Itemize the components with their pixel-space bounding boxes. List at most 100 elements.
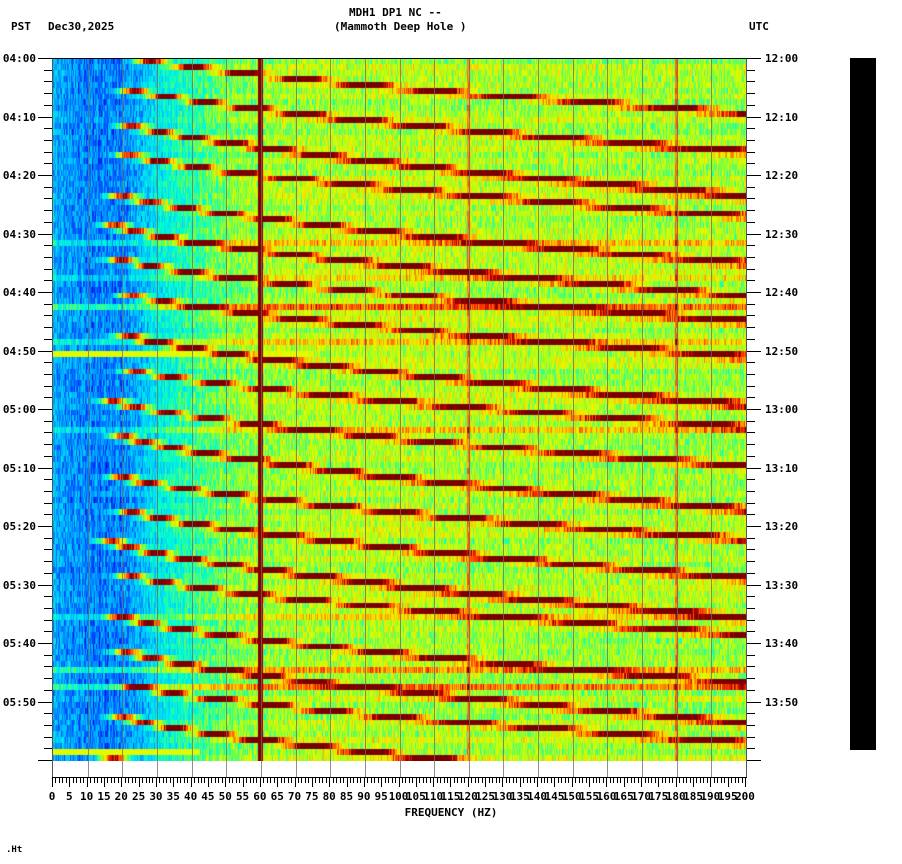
- frequency-label-170: 170: [631, 790, 651, 803]
- y-tick-right: [747, 503, 755, 504]
- x-tick-196: [731, 778, 732, 783]
- y-tick-right: [747, 620, 755, 621]
- x-tick-160: [606, 778, 607, 787]
- frequency-label-180: 180: [665, 790, 686, 803]
- x-tick-192: [717, 778, 718, 783]
- x-tick-62: [267, 778, 268, 783]
- timezone-right-label: UTC: [749, 20, 769, 33]
- x-tick-158: [599, 778, 600, 783]
- frequency-label-120: 120: [457, 790, 478, 803]
- y-tick-right: [747, 760, 761, 761]
- x-tick-32: [163, 778, 164, 783]
- x-tick-21: [125, 778, 126, 783]
- x-tick-75: [312, 778, 313, 787]
- x-tick-174: [655, 778, 656, 783]
- x-tick-164: [620, 778, 621, 783]
- time-label-utc-1250: 12:50: [765, 345, 799, 358]
- y-tick-left: [44, 198, 52, 199]
- y-tick-right: [747, 690, 755, 691]
- x-tick-147: [561, 778, 562, 783]
- x-tick-16: [107, 778, 108, 783]
- x-tick-68: [288, 778, 289, 783]
- x-tick-14: [101, 778, 102, 783]
- x-tick-148: [565, 778, 566, 783]
- frequency-label-100: 100: [388, 790, 409, 803]
- x-tick-183: [686, 778, 687, 783]
- frequency-label-95: 95: [374, 790, 388, 803]
- x-tick-162: [613, 778, 614, 783]
- x-tick-38: [184, 778, 185, 783]
- frequency-label-155: 155: [579, 790, 599, 803]
- y-tick-right: [747, 327, 755, 328]
- y-tick-left: [44, 187, 52, 188]
- y-tick-left: [44, 725, 52, 726]
- y-tick-right: [747, 93, 755, 94]
- x-tick-100: [399, 778, 400, 787]
- x-tick-155: [589, 778, 590, 787]
- x-tick-66: [281, 778, 282, 783]
- y-tick-right: [747, 526, 761, 527]
- x-tick-129: [499, 778, 500, 783]
- x-tick-176: [662, 778, 663, 783]
- x-tick-0: [52, 778, 53, 787]
- x-tick-163: [617, 778, 618, 783]
- y-tick-right: [747, 117, 761, 118]
- x-tick-128: [496, 778, 497, 783]
- x-tick-179: [672, 778, 673, 783]
- x-tick-84: [343, 778, 344, 783]
- x-tick-134: [516, 778, 517, 783]
- x-tick-110: [433, 778, 434, 787]
- y-tick-left: [44, 210, 52, 211]
- x-tick-50: [225, 778, 226, 787]
- x-tick-40: [191, 778, 192, 787]
- frequency-label-195: 195: [717, 790, 738, 803]
- x-tick-97: [388, 778, 389, 783]
- y-tick-left: [38, 585, 52, 586]
- x-tick-102: [405, 778, 406, 783]
- x-tick-151: [575, 778, 576, 783]
- y-tick-right: [747, 561, 755, 562]
- x-tick-156: [593, 778, 594, 783]
- y-tick-right: [747, 210, 755, 211]
- time-label-pst-0520: 05:20: [2, 520, 36, 533]
- y-tick-right: [747, 608, 755, 609]
- y-tick-right: [747, 70, 755, 71]
- frequency-label-135: 135: [509, 790, 530, 803]
- x-tick-169: [638, 778, 639, 783]
- x-tick-126: [489, 778, 490, 783]
- x-tick-170: [641, 778, 642, 787]
- y-tick-right: [747, 643, 761, 644]
- x-tick-181: [679, 778, 680, 783]
- x-tick-104: [412, 778, 413, 783]
- x-tick-99: [395, 778, 396, 783]
- x-tick-45: [208, 778, 209, 787]
- y-tick-right: [747, 725, 755, 726]
- x-tick-135: [520, 778, 521, 787]
- x-tick-117: [457, 778, 458, 783]
- x-tick-159: [603, 778, 604, 783]
- time-label-utc-1330: 13:30: [765, 579, 799, 592]
- x-tick-47: [215, 778, 216, 783]
- x-tick-112: [440, 778, 441, 783]
- x-tick-79: [326, 778, 327, 783]
- x-tick-41: [194, 778, 195, 783]
- time-label-utc-1300: 13:00: [765, 403, 799, 416]
- x-tick-60: [260, 778, 261, 787]
- x-tick-198: [738, 778, 739, 783]
- x-tick-197: [735, 778, 736, 783]
- frequency-label-60: 60: [253, 790, 267, 803]
- frequency-label-45: 45: [201, 790, 215, 803]
- y-tick-left: [44, 93, 52, 94]
- x-tick-118: [461, 778, 462, 783]
- y-tick-left: [44, 608, 52, 609]
- x-tick-35: [173, 778, 174, 787]
- x-tick-19: [118, 778, 119, 783]
- frequency-label-10: 10: [80, 790, 94, 803]
- frequency-label-20: 20: [114, 790, 128, 803]
- x-tick-149: [568, 778, 569, 783]
- y-tick-left: [44, 280, 52, 281]
- y-tick-right: [747, 292, 761, 293]
- x-tick-34: [170, 778, 171, 783]
- frequency-axis-ticks: [52, 778, 747, 792]
- frequency-label-5: 5: [66, 790, 73, 803]
